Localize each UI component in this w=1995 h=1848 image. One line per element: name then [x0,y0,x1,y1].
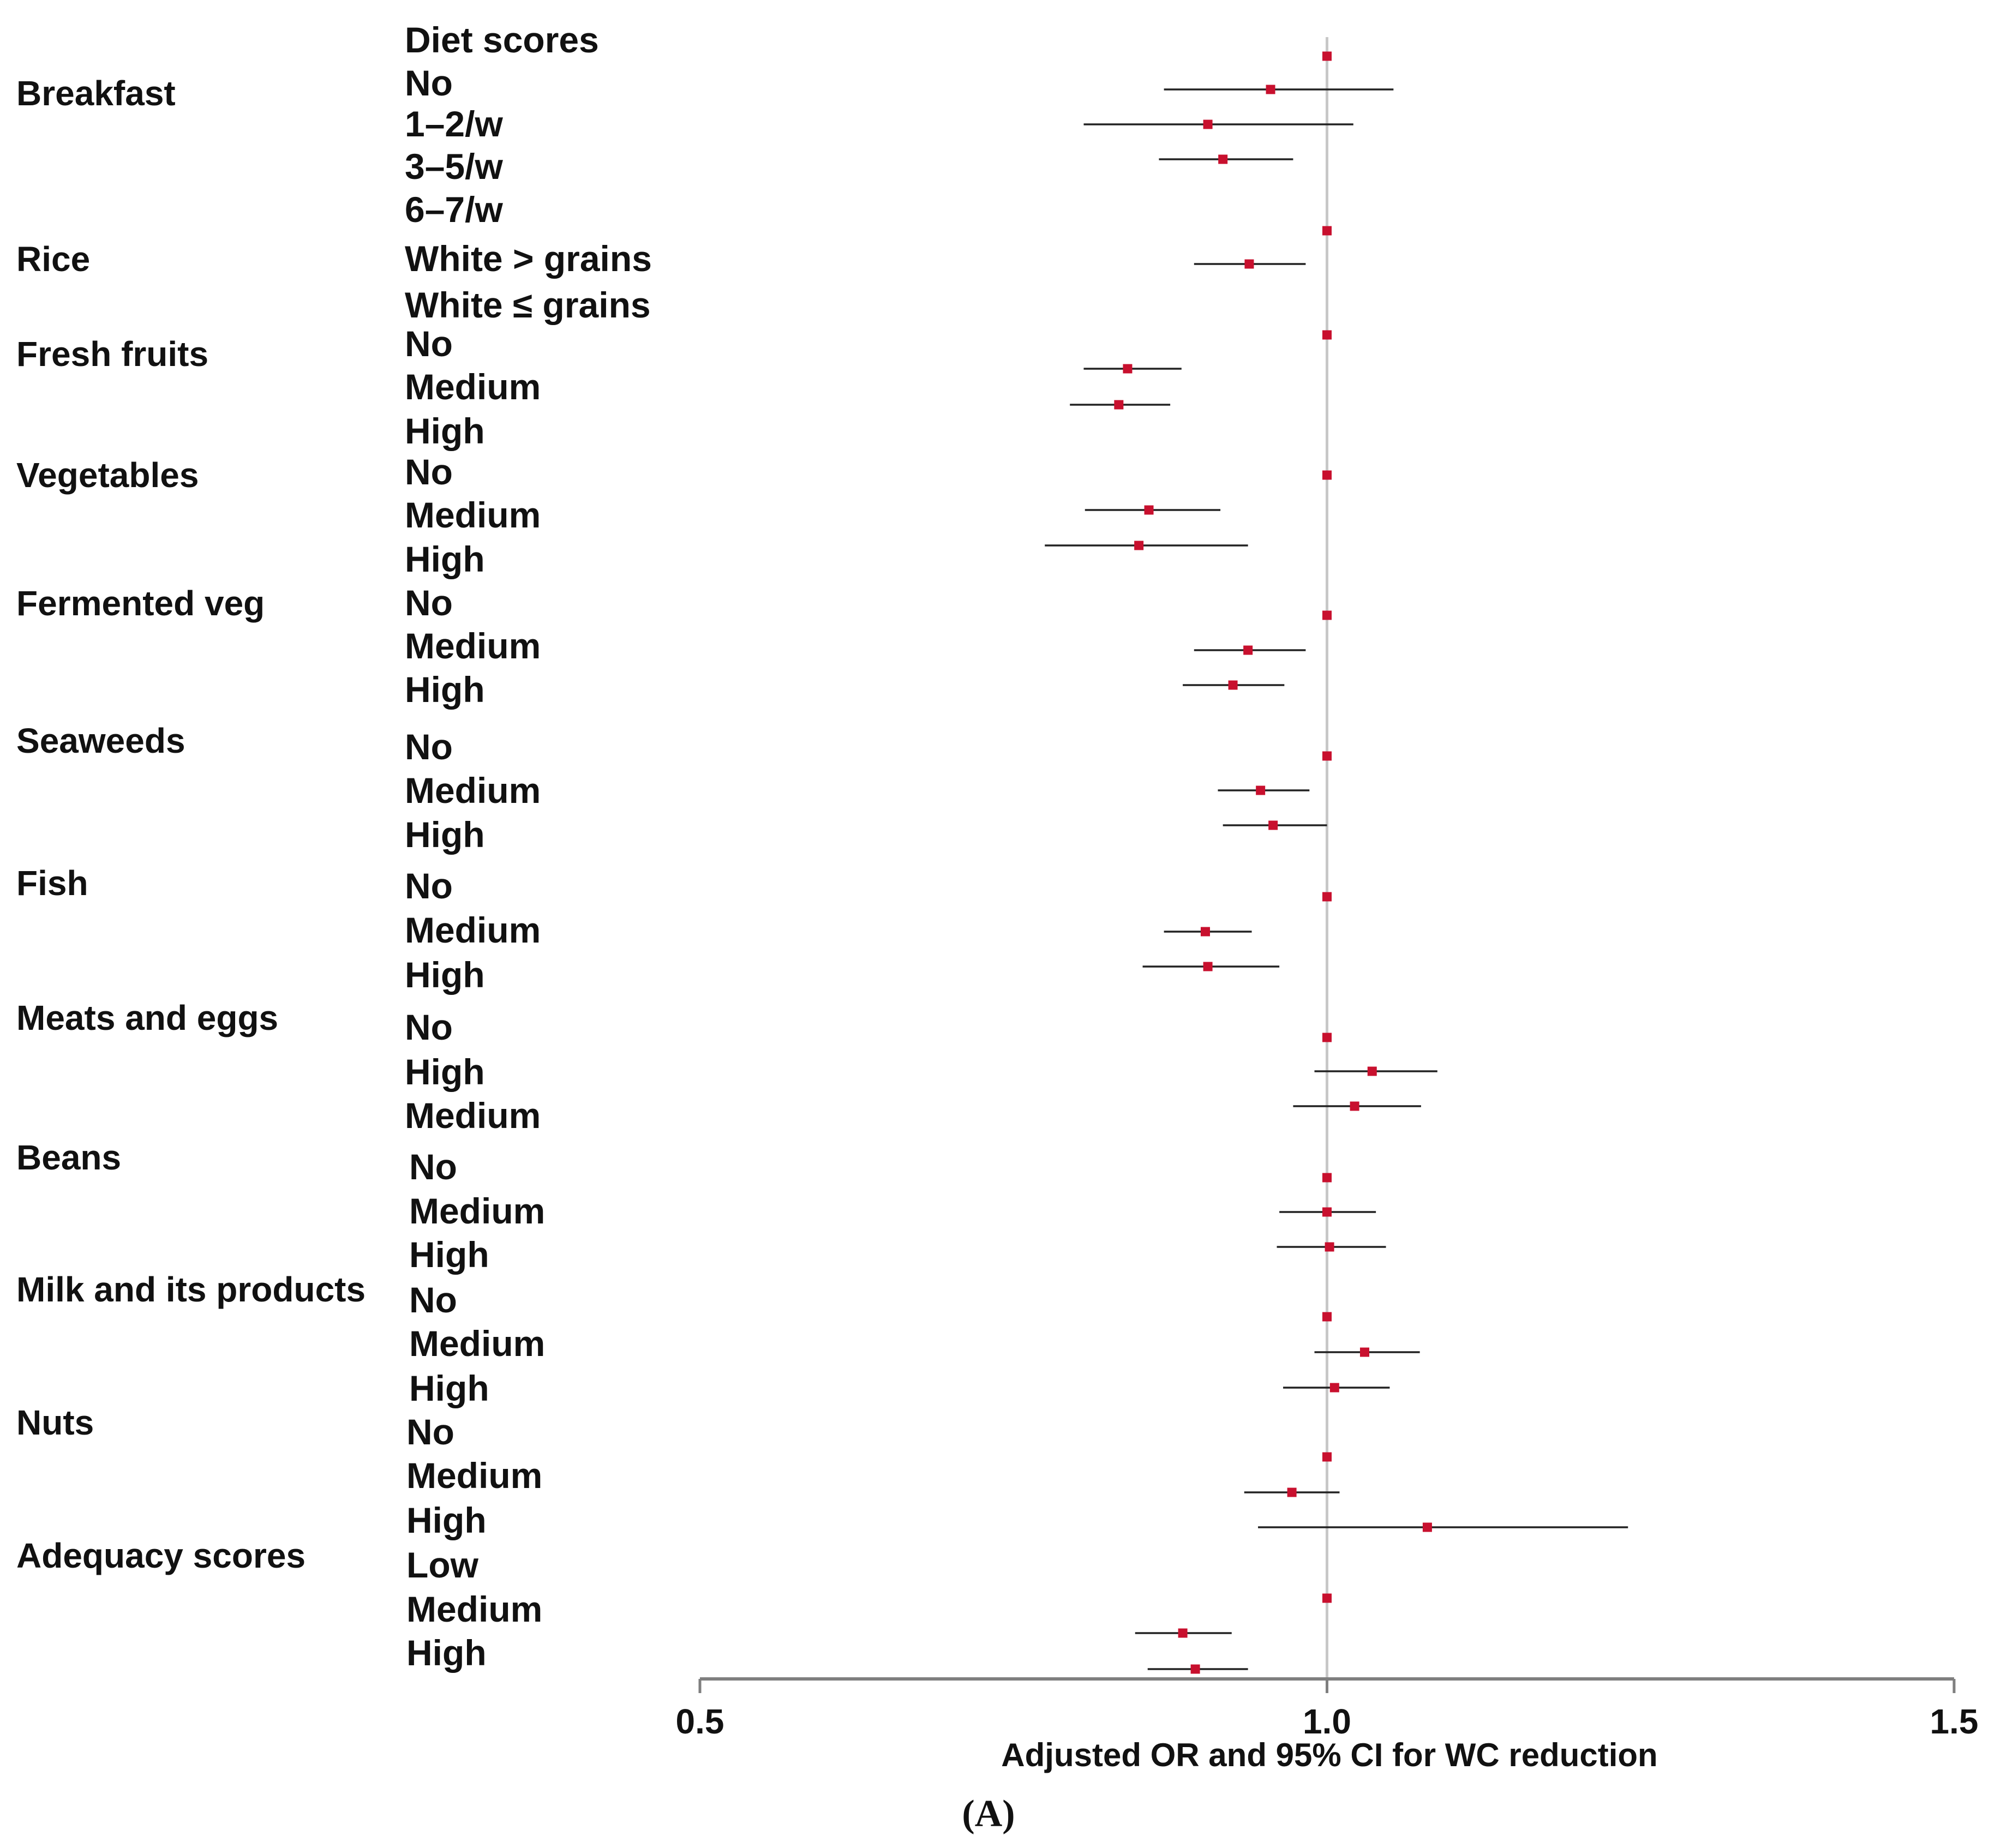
x-tick-label-0: 0.5 [676,1702,724,1741]
estimate-marker-fermented-veg-12 [1322,610,1332,620]
estimate-marker-fresh-fruits-7 [1123,364,1133,374]
level-label-vegetables-1: No [405,452,453,492]
estimate-marker-seaweeds-15 [1322,751,1332,761]
estimate-marker-fresh-fruits-6 [1322,330,1332,340]
level-label-vegetables-3: High [405,539,485,579]
estimate-marker-rice-5 [1244,259,1254,269]
estimate-marker-fish-20 [1203,962,1213,971]
header-label: Diet scores [405,20,599,60]
level-label-fresh-fruits-2: Medium [405,367,541,407]
estimate-marker-nuts-32 [1422,1522,1432,1532]
level-label-fish-1: No [405,866,453,906]
level-label-milk-and-its-products-1: No [409,1280,457,1320]
estimate-marker-fresh-fruits-8 [1114,400,1124,410]
level-label-nuts-1: No [406,1412,454,1452]
level-label-breakfast-2: 1–2/w [405,104,503,144]
group-label-milk-and-its-products: Milk and its products [16,1270,366,1309]
estimate-marker-adequacy-scores-33 [1322,1593,1332,1603]
estimate-marker-meats-and-eggs-21 [1322,1033,1332,1042]
level-label-fresh-fruits-3: High [405,411,485,451]
estimate-marker-fermented-veg-14 [1228,680,1238,690]
estimate-marker-adequacy-scores-34 [1178,1628,1188,1638]
estimate-marker-adequacy-scores-35 [1190,1664,1200,1674]
group-label-fish: Fish [16,863,88,903]
level-label-breakfast-1: No [405,63,453,103]
level-label-fresh-fruits-1: No [405,323,453,364]
estimate-marker-breakfast-3 [1218,154,1228,164]
group-label-rice: Rice [16,239,90,279]
level-label-fish-2: Medium [405,910,541,950]
level-label-adequacy-scores-3: High [406,1633,487,1673]
panel-label: (A) [962,1793,1015,1835]
group-label-nuts: Nuts [16,1403,94,1442]
level-label-meats-and-eggs-3: Medium [405,1095,541,1136]
level-label-fermented-veg-1: No [405,583,453,623]
estimate-marker-breakfast-0 [1322,51,1332,61]
estimate-marker-milk-and-its-products-27 [1322,1312,1332,1322]
estimate-marker-meats-and-eggs-22 [1367,1066,1377,1076]
level-label-nuts-3: High [406,1500,487,1540]
estimate-marker-vegetables-11 [1134,541,1144,550]
estimate-marker-beans-25 [1322,1207,1332,1217]
level-label-adequacy-scores-2: Medium [406,1589,542,1629]
group-label-adequacy-scores: Adequacy scores [16,1536,305,1575]
estimate-marker-seaweeds-16 [1256,785,1266,795]
level-label-rice-2: White ≤ grains [405,285,651,325]
estimate-marker-breakfast-1 [1266,85,1275,94]
x-tick-label-1: 1.0 [1303,1702,1351,1741]
level-label-meats-and-eggs-1: No [405,1007,453,1047]
level-label-milk-and-its-products-3: High [409,1368,489,1408]
group-label-vegetables: Vegetables [16,455,199,495]
estimate-marker-nuts-31 [1287,1487,1297,1497]
estimate-marker-meats-and-eggs-23 [1350,1101,1359,1111]
group-label-breakfast: Breakfast [16,74,176,113]
estimate-marker-fish-19 [1200,927,1210,937]
level-label-fish-3: High [405,955,485,995]
estimate-marker-beans-26 [1325,1242,1334,1252]
group-label-beans: Beans [16,1138,121,1177]
level-label-beans-2: Medium [409,1191,545,1231]
group-label-fresh-fruits: Fresh fruits [16,334,208,374]
group-label-fermented-veg: Fermented veg [16,584,265,623]
estimate-marker-nuts-30 [1322,1452,1332,1462]
level-label-breakfast-3: 3–5/w [405,146,503,187]
level-label-meats-and-eggs-2: High [405,1052,485,1092]
level-label-breakfast-4: 6–7/w [405,189,503,230]
estimate-marker-milk-and-its-products-28 [1359,1347,1369,1357]
group-label-seaweeds: Seaweeds [16,721,185,760]
level-label-seaweeds-2: Medium [405,770,541,811]
x-axis: 0.5 1.0 1.5 [676,1677,1979,1741]
estimate-marker-rice-4 [1322,226,1332,236]
estimate-marker-milk-and-its-products-29 [1329,1383,1339,1393]
level-label-milk-and-its-products-2: Medium [409,1323,545,1364]
level-label-fermented-veg-2: Medium [405,626,541,666]
level-label-seaweeds-1: No [405,727,453,767]
x-axis-title: Adjusted OR and 95% CI for WC reduction [1001,1737,1657,1773]
estimate-marker-seaweeds-17 [1268,820,1278,830]
group-label-meats-and-eggs: Meats and eggs [16,998,278,1037]
level-label-rice-1: White > grains [405,238,652,279]
estimate-marker-vegetables-9 [1322,470,1332,480]
level-label-adequacy-scores-1: Low [406,1545,479,1585]
x-tick-label-2: 1.5 [1930,1702,1979,1741]
level-label-fermented-veg-3: High [405,669,485,710]
estimate-marker-breakfast-2 [1203,119,1213,129]
point-estimates [1114,51,1432,1674]
level-label-vegetables-2: Medium [405,495,541,535]
estimate-marker-fish-18 [1322,892,1332,902]
level-label-beans-1: No [409,1147,457,1187]
level-label-nuts-2: Medium [406,1455,542,1496]
estimate-marker-fermented-veg-13 [1243,645,1253,655]
level-label-beans-3: High [409,1234,489,1275]
estimate-marker-beans-24 [1322,1173,1332,1183]
level-label-seaweeds-3: High [405,814,485,855]
estimate-marker-vegetables-10 [1144,505,1154,515]
confidence-intervals [1045,88,1628,1670]
